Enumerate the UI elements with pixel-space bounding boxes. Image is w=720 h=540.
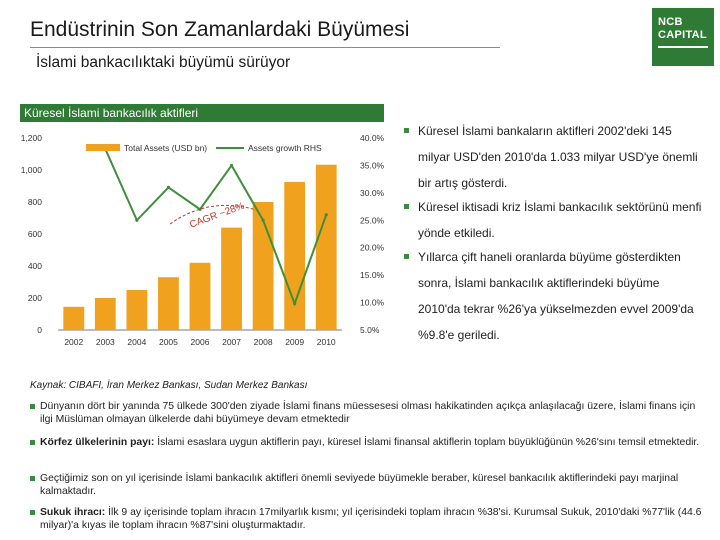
bottom-bullet-4: Sukuk ihracı: İlk 9 ay içerisinde toplam… <box>30 506 710 532</box>
bullet-marker <box>30 404 35 409</box>
y-right-tick-label: 25.0% <box>360 215 385 225</box>
bullet-marker <box>404 128 409 133</box>
cagr-annotation: CAGR ~28% <box>188 201 246 231</box>
x-tick-label: 2005 <box>159 337 178 347</box>
bottom-bullet-1: Dünyanın dört bir yanında 75 ülkede 300'… <box>30 400 710 426</box>
bullet-marker <box>404 254 409 259</box>
bullet-marker <box>30 440 35 445</box>
right-bullet-3: Yıllarca çift haneli oranlarda büyüme gö… <box>404 244 704 348</box>
page-title: Endüstrinin Son Zamanlardaki Büyümesi <box>30 18 410 41</box>
y-right-tick-label: 30.0% <box>360 188 385 198</box>
page-subtitle: İslami bankacılıktaki büyümü sürüyor <box>36 54 291 71</box>
y-right-tick-label: 20.0% <box>360 243 385 253</box>
growth-point <box>229 163 234 168</box>
x-tick-label: 2007 <box>222 337 241 347</box>
cagr-arc <box>169 204 257 225</box>
bar <box>284 182 306 330</box>
assets-chart: 0 200 400 600 800 1,000 1,200 5.0% 10.0% 15.0% 20.… <box>21 133 385 347</box>
x-tick-label: 2004 <box>127 337 146 347</box>
chart-heading: Küresel İslami bankacılık aktifleri <box>20 104 384 122</box>
bar <box>158 277 179 330</box>
growth-point <box>166 185 171 189</box>
bar <box>126 290 148 330</box>
bar <box>94 298 116 330</box>
bottom-bullet-2: Körfez ülkelerinin payı: İslami esaslara… <box>30 436 710 449</box>
y-left-tick-label: 0 <box>37 325 42 335</box>
y-right-tick-label: 35.0% <box>360 160 385 170</box>
y-right-tick-label: 5.0% <box>360 325 380 335</box>
y-left-tick-label: 200 <box>28 293 42 303</box>
bar <box>315 164 337 330</box>
y-left-tick-label: 1,000 <box>21 165 43 175</box>
x-tick-label: 2008 <box>254 337 273 347</box>
bullet-marker <box>30 510 35 515</box>
right-bullet-2: Küresel iktisadi kriz İslami bankacılık … <box>404 194 704 246</box>
x-tick-label: 2002 <box>64 337 83 347</box>
growth-line <box>104 148 328 307</box>
legend-label-line: Assets growth RHS <box>248 143 322 153</box>
growth-point <box>261 218 265 222</box>
y-right-tick-label: 15.0% <box>360 270 385 280</box>
y-right-tick-label: 40.0% <box>360 133 385 143</box>
legend-label-bars: Total Assets (USD bn) <box>124 143 207 153</box>
growth-point <box>135 218 139 222</box>
bottom-bullet-3: Geçtiğimiz son on yıl içerisinde İslami … <box>30 472 710 498</box>
y-right-tick-label: 10.0% <box>360 298 385 308</box>
bullet-marker <box>404 204 409 209</box>
x-tick-label: 2010 <box>317 337 336 347</box>
y-left-tick-label: 1,200 <box>21 133 43 143</box>
bullet-marker <box>30 476 35 481</box>
bar <box>189 262 211 330</box>
source-note: Kaynak: CIBAFI, İran Merkez Bankası, Sud… <box>30 380 308 391</box>
right-bullet-1: Küresel İslami bankaların aktifleri 2002… <box>404 118 704 196</box>
legend-swatch-bars <box>86 144 120 151</box>
y-left-tick-label: 400 <box>28 261 42 271</box>
ncb-capital-logo: NCB CAPITAL <box>652 8 714 66</box>
title-divider <box>30 47 500 48</box>
growth-point <box>198 207 202 211</box>
growth-point <box>293 302 297 306</box>
y-left-tick-label: 600 <box>28 229 42 239</box>
x-tick-label: 2009 <box>285 337 304 347</box>
y-left-tick-label: 800 <box>28 197 42 207</box>
x-tick-label: 2006 <box>191 337 210 347</box>
growth-point <box>324 213 328 217</box>
x-tick-label: 2003 <box>96 337 115 347</box>
bar <box>63 306 85 330</box>
bar <box>221 227 242 330</box>
